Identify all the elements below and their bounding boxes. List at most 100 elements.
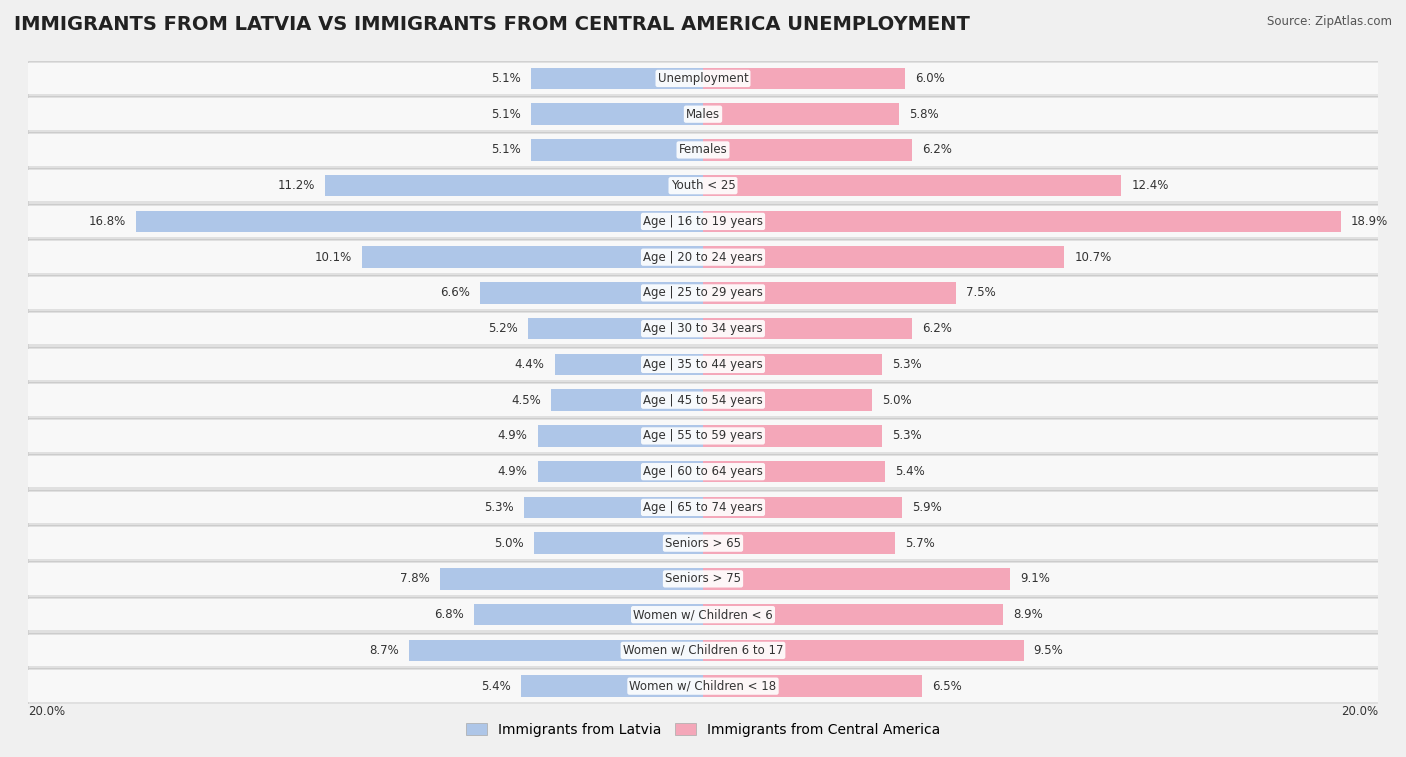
Text: 5.1%: 5.1% [491, 72, 520, 85]
Text: 5.1%: 5.1% [491, 143, 520, 157]
Text: 8.7%: 8.7% [370, 644, 399, 657]
Bar [28, 671, 1378, 702]
Text: 6.6%: 6.6% [440, 286, 470, 300]
Bar [28, 241, 1378, 273]
Bar [28, 134, 1378, 166]
Text: 4.4%: 4.4% [515, 358, 544, 371]
Text: 4.5%: 4.5% [512, 394, 541, 407]
Text: IMMIGRANTS FROM LATVIA VS IMMIGRANTS FROM CENTRAL AMERICA UNEMPLOYMENT: IMMIGRANTS FROM LATVIA VS IMMIGRANTS FRO… [14, 15, 970, 34]
Bar [28, 528, 1378, 559]
Text: 6.0%: 6.0% [915, 72, 945, 85]
Text: Females: Females [679, 143, 727, 157]
Bar [28, 453, 1378, 490]
Text: Women w/ Children 6 to 17: Women w/ Children 6 to 17 [623, 644, 783, 657]
Text: 5.1%: 5.1% [491, 107, 520, 120]
Bar [28, 132, 1378, 168]
Bar [524, 497, 703, 518]
Bar [527, 318, 703, 339]
Bar [703, 247, 1064, 268]
Bar [474, 604, 703, 625]
Text: 18.9%: 18.9% [1351, 215, 1388, 228]
Text: 10.7%: 10.7% [1074, 251, 1111, 263]
Text: 5.0%: 5.0% [495, 537, 524, 550]
Bar [28, 385, 1378, 416]
Text: 5.9%: 5.9% [912, 501, 942, 514]
Bar [28, 633, 1378, 668]
Bar [28, 61, 1378, 96]
Text: 20.0%: 20.0% [28, 705, 65, 718]
Bar [531, 104, 703, 125]
Text: 6.5%: 6.5% [932, 680, 962, 693]
Bar [703, 532, 896, 554]
Bar [531, 67, 703, 89]
Text: Age | 45 to 54 years: Age | 45 to 54 years [643, 394, 763, 407]
Bar [325, 175, 703, 196]
Bar [28, 168, 1378, 204]
Text: Seniors > 75: Seniors > 75 [665, 572, 741, 585]
Bar [28, 492, 1378, 523]
Bar [28, 563, 1378, 595]
Bar [703, 640, 1024, 661]
Text: Youth < 25: Youth < 25 [671, 179, 735, 192]
Legend: Immigrants from Latvia, Immigrants from Central America: Immigrants from Latvia, Immigrants from … [460, 717, 946, 742]
Text: 5.0%: 5.0% [882, 394, 911, 407]
Text: 6.2%: 6.2% [922, 322, 952, 335]
Text: 5.4%: 5.4% [481, 680, 510, 693]
Bar [28, 170, 1378, 201]
Text: 5.2%: 5.2% [488, 322, 517, 335]
Text: 20.0%: 20.0% [1341, 705, 1378, 718]
Text: Seniors > 65: Seniors > 65 [665, 537, 741, 550]
Text: Age | 20 to 24 years: Age | 20 to 24 years [643, 251, 763, 263]
Bar [703, 425, 882, 447]
Text: 10.1%: 10.1% [315, 251, 352, 263]
Text: 6.8%: 6.8% [433, 608, 464, 621]
Bar [703, 104, 898, 125]
Bar [28, 456, 1378, 488]
Text: Source: ZipAtlas.com: Source: ZipAtlas.com [1267, 15, 1392, 28]
Bar [28, 347, 1378, 382]
Bar [28, 239, 1378, 275]
Text: Age | 25 to 29 years: Age | 25 to 29 years [643, 286, 763, 300]
Bar [28, 277, 1378, 309]
Text: 16.8%: 16.8% [89, 215, 127, 228]
Bar [28, 382, 1378, 418]
Text: Males: Males [686, 107, 720, 120]
Bar [28, 420, 1378, 452]
Bar [28, 525, 1378, 561]
Bar [703, 354, 882, 375]
Bar [520, 675, 703, 697]
Bar [703, 210, 1341, 232]
Bar [531, 139, 703, 160]
Bar [703, 139, 912, 160]
Bar [28, 206, 1378, 237]
Bar [28, 418, 1378, 453]
Bar [28, 597, 1378, 633]
Bar [703, 497, 903, 518]
Bar [537, 461, 703, 482]
Text: Age | 30 to 34 years: Age | 30 to 34 years [643, 322, 763, 335]
Bar [409, 640, 703, 661]
Text: 5.4%: 5.4% [896, 465, 925, 478]
Bar [28, 313, 1378, 344]
Text: 5.3%: 5.3% [891, 429, 921, 442]
Bar [534, 532, 703, 554]
Text: 9.5%: 9.5% [1033, 644, 1063, 657]
Bar [703, 175, 1122, 196]
Bar [28, 63, 1378, 94]
Bar [703, 604, 1004, 625]
Bar [136, 210, 703, 232]
Text: Age | 65 to 74 years: Age | 65 to 74 years [643, 501, 763, 514]
Bar [28, 634, 1378, 666]
Bar [703, 67, 905, 89]
Text: 7.8%: 7.8% [399, 572, 430, 585]
Text: 8.9%: 8.9% [1014, 608, 1043, 621]
Text: 11.2%: 11.2% [277, 179, 315, 192]
Bar [28, 490, 1378, 525]
Bar [703, 282, 956, 304]
Text: 7.5%: 7.5% [966, 286, 995, 300]
Bar [28, 668, 1378, 704]
Bar [28, 275, 1378, 311]
Bar [481, 282, 703, 304]
Bar [28, 599, 1378, 631]
Text: Age | 35 to 44 years: Age | 35 to 44 years [643, 358, 763, 371]
